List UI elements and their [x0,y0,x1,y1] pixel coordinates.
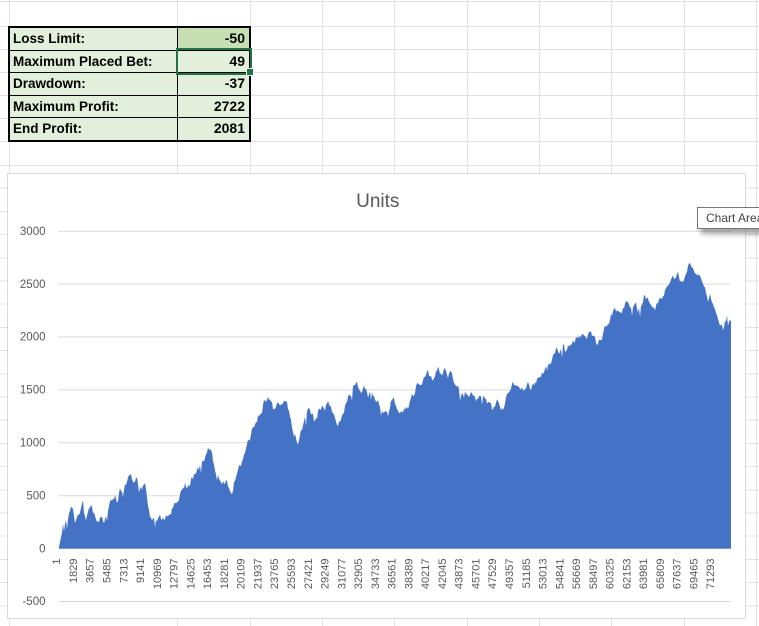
svg-text:42045: 42045 [437,559,449,590]
svg-text:62153: 62153 [621,559,633,590]
svg-text:20109: 20109 [236,559,248,590]
svg-text:18281: 18281 [219,559,231,590]
svg-text:53013: 53013 [538,559,550,590]
svg-text:45701: 45701 [470,559,482,590]
svg-text:69465: 69465 [689,559,701,590]
svg-text:2000: 2000 [20,332,46,344]
svg-text:1000: 1000 [20,438,46,450]
svg-text:10969: 10969 [152,559,164,590]
svg-text:27421: 27421 [303,559,315,590]
svg-text:56669: 56669 [571,559,583,590]
svg-text:12797: 12797 [169,559,181,590]
svg-text:31077: 31077 [336,559,348,590]
svg-text:2500: 2500 [20,279,46,291]
svg-text:60325: 60325 [605,559,617,590]
svg-text:32905: 32905 [353,559,365,590]
svg-text:71293: 71293 [705,559,717,590]
svg-text:0: 0 [39,543,45,555]
svg-text:-500: -500 [22,596,45,608]
svg-text:16453: 16453 [202,559,214,590]
svg-text:54841: 54841 [554,559,566,590]
svg-text:34733: 34733 [370,559,382,590]
svg-text:38389: 38389 [403,559,415,590]
svg-text:36561: 36561 [387,559,399,590]
svg-text:49357: 49357 [504,559,516,590]
svg-text:23765: 23765 [269,559,281,590]
svg-text:500: 500 [26,490,45,502]
svg-text:7313: 7313 [118,559,130,583]
svg-text:3657: 3657 [85,559,97,583]
svg-text:21937: 21937 [252,559,264,590]
svg-text:67637: 67637 [672,559,684,590]
svg-text:40217: 40217 [420,559,432,590]
svg-text:25593: 25593 [286,559,298,590]
svg-text:1: 1 [51,559,63,565]
svg-text:65809: 65809 [655,559,667,590]
svg-text:3000: 3000 [20,226,46,238]
svg-text:9141: 9141 [135,559,147,583]
svg-text:47529: 47529 [487,559,499,590]
svg-text:29249: 29249 [320,559,332,590]
svg-text:51185: 51185 [521,559,533,589]
svg-text:1500: 1500 [20,385,46,397]
svg-text:Units: Units [356,191,399,212]
svg-text:58497: 58497 [588,559,600,590]
svg-text:63981: 63981 [638,559,650,590]
svg-text:5485: 5485 [102,559,114,583]
svg-text:43873: 43873 [454,559,466,590]
svg-text:14625: 14625 [185,559,197,590]
svg-text:1829: 1829 [68,559,80,583]
